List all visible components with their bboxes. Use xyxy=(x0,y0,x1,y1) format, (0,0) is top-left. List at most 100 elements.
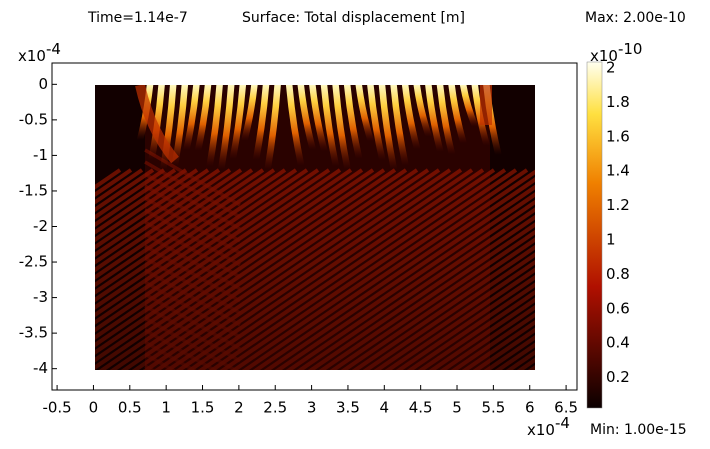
wave-stripe xyxy=(384,267,535,370)
wave-finger xyxy=(285,85,305,169)
wave-stripe xyxy=(241,169,535,370)
x-scale: x10-4 xyxy=(527,414,570,439)
wave-stripe xyxy=(95,168,232,265)
wave-stripe xyxy=(252,177,535,370)
x-tick-label: 5 xyxy=(452,399,462,417)
wave-finger xyxy=(425,85,444,155)
wave-stripe xyxy=(472,327,535,370)
colorbar-tick-label: 2 xyxy=(606,59,616,77)
wave-stripe xyxy=(95,168,287,303)
y-tick-label: -2.5 xyxy=(19,253,48,271)
surface xyxy=(95,85,535,370)
wave-stripe xyxy=(95,168,155,213)
wave-stripe xyxy=(95,168,254,280)
wave-stripe xyxy=(483,334,535,370)
wave-stripe xyxy=(175,168,474,370)
x-tick-label: 2 xyxy=(234,399,244,417)
wave-stripe xyxy=(230,168,529,370)
wave-finger xyxy=(436,85,456,158)
wave-stripe xyxy=(95,168,243,273)
x-tick-label: 0 xyxy=(89,399,99,417)
colorbar-tick-label: 1 xyxy=(606,231,616,249)
wave-stripe xyxy=(95,168,265,288)
wave-stripe xyxy=(109,168,408,370)
wave-finger xyxy=(332,85,351,173)
x-tick-label: -0.5 xyxy=(42,399,71,417)
wave-stripe xyxy=(219,168,518,370)
wave-stripe xyxy=(95,168,276,295)
y-tick-label: -1.5 xyxy=(19,181,48,199)
wave-finger xyxy=(148,85,165,163)
wave-stripe xyxy=(144,328,218,370)
wave-field xyxy=(95,148,535,370)
wave-stripe xyxy=(95,168,177,228)
colorbar-tick-label: 0.2 xyxy=(606,368,630,386)
wave-finger xyxy=(401,85,421,153)
wave-stripe xyxy=(95,168,166,220)
wave-finger xyxy=(413,85,433,140)
wave-stripe xyxy=(144,148,241,207)
colorbar-tick-label: 1.2 xyxy=(606,196,630,214)
wave-front xyxy=(135,85,502,173)
wave-stripe xyxy=(296,207,535,370)
wave-stripe xyxy=(144,268,241,327)
wave-stripe xyxy=(95,168,221,258)
y-tick-label: -1 xyxy=(33,146,48,164)
x-tick-label: 6 xyxy=(525,399,535,417)
wave-stripe xyxy=(144,244,241,303)
x-tick-label: 4.5 xyxy=(409,399,433,417)
wave-stripe xyxy=(144,172,241,231)
wave-finger xyxy=(320,85,340,170)
x-tick-label: 3 xyxy=(307,399,317,417)
wave-stripe xyxy=(373,259,535,370)
wave-stripe xyxy=(274,192,535,370)
wave-finger xyxy=(297,85,317,153)
y-tick-label: -2 xyxy=(33,217,48,235)
y-tick-label: -0.5 xyxy=(19,110,48,128)
wave-finger xyxy=(217,85,235,173)
wave-finger xyxy=(471,85,491,149)
x-tick-label: 1 xyxy=(161,399,171,417)
wave-finger xyxy=(355,85,375,145)
x-tick-label: 5.5 xyxy=(481,399,505,417)
colorbar-tick-label: 1.8 xyxy=(606,93,630,111)
wave-finger xyxy=(367,85,386,164)
x-tick-label: 6.5 xyxy=(554,399,578,417)
wave-stripe xyxy=(144,340,197,370)
y-tick-label: -3.5 xyxy=(19,324,48,342)
wave-stripe xyxy=(307,214,535,370)
colorbar xyxy=(586,61,603,409)
colorbar-tick-label: 0.8 xyxy=(606,265,630,283)
x-tick-label: 0.5 xyxy=(118,399,142,417)
y-tick-label: 0 xyxy=(38,75,48,93)
wave-stripe xyxy=(164,168,463,370)
colorbar-scale: x10-10 xyxy=(590,40,642,65)
wave-finger xyxy=(378,85,398,173)
wave-stripe xyxy=(208,168,507,370)
wave-edge xyxy=(480,85,492,125)
wave-stripe xyxy=(351,244,535,370)
wave-finger xyxy=(241,85,258,144)
wave-finger xyxy=(459,85,479,130)
wave-stripe xyxy=(285,199,535,370)
x-tick-label: 2.5 xyxy=(263,399,287,417)
wave-stripe xyxy=(144,220,241,279)
wave-stripe xyxy=(95,168,353,348)
wave-stripe xyxy=(329,229,535,370)
wave-finger xyxy=(194,85,212,154)
wave-stripe xyxy=(428,297,535,370)
wave-finger xyxy=(252,85,270,163)
wave-stripe xyxy=(186,168,485,370)
wave-finger xyxy=(264,85,281,173)
x-tick-label: 3.5 xyxy=(336,399,360,417)
wave-stripe xyxy=(450,312,535,370)
wave-stripe xyxy=(144,316,239,370)
wave-stripe xyxy=(144,256,241,315)
wave-finger xyxy=(135,85,179,164)
wave-finger xyxy=(229,85,247,163)
wave-stripe xyxy=(144,352,177,370)
wave-stripe xyxy=(362,252,535,370)
wave-stripe xyxy=(395,274,535,370)
wave-stripe xyxy=(439,304,535,370)
